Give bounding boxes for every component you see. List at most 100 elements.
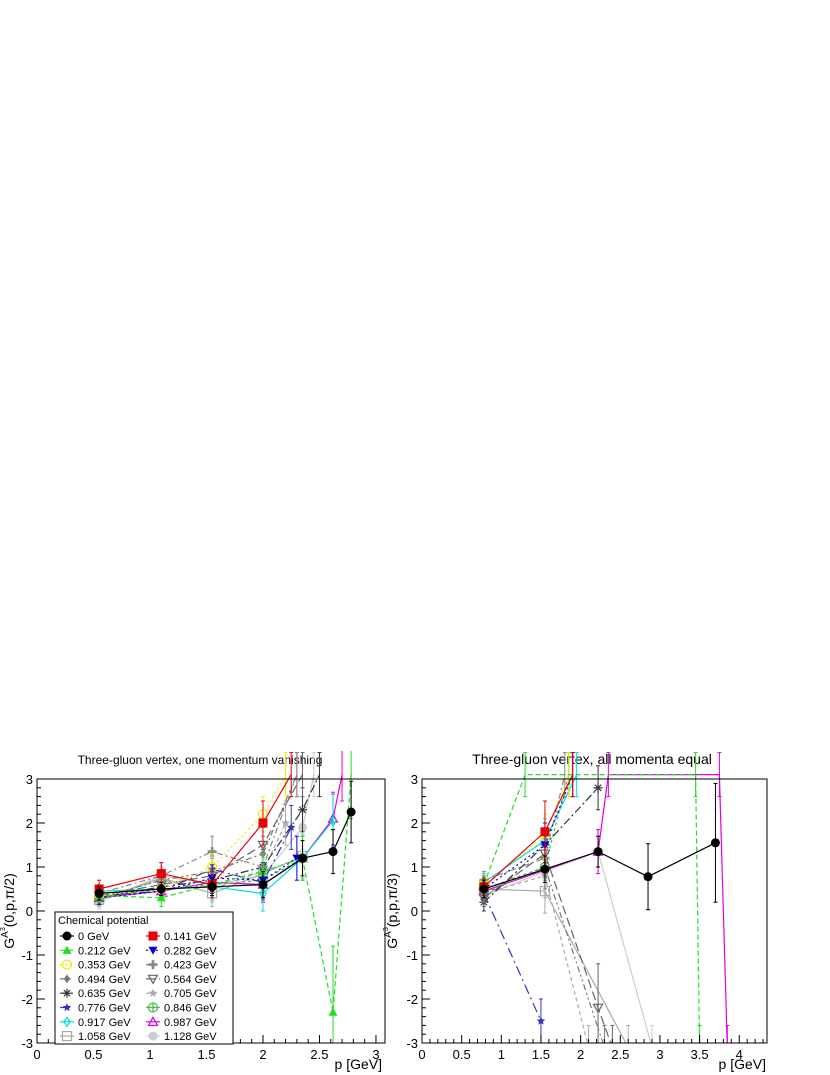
chart-right-title: Three-gluon vertex, all momenta equal <box>472 751 712 767</box>
legend-label: 0.353 GeV <box>78 960 131 972</box>
chart-left-x-tick-label: 2 <box>259 1047 266 1062</box>
chart-right-ylabel-sup: A <box>383 931 394 938</box>
chart-left-point-0-423-gev <box>207 847 217 857</box>
chart-right-series-line-0-353-gev <box>483 774 570 886</box>
legend-title: Chemical potential <box>58 915 149 927</box>
chart-right-series-0-987-gev <box>478 752 730 1043</box>
legend-label: 0 GeV <box>78 931 110 943</box>
chart-right-point-0-gev <box>593 847 603 857</box>
chart-left-point-0-gev <box>298 853 308 863</box>
legend-label: 0.846 GeV <box>164 1003 217 1015</box>
legend-marker <box>147 1002 159 1013</box>
chart-left-y-tick-label: -2 <box>21 992 33 1007</box>
chart-left-series-line-0-776-gev <box>99 827 292 897</box>
chart-right-series-line-1-058-gev <box>483 888 627 1043</box>
legend-item-0-705-gev: 0.705 GeV <box>146 988 217 1000</box>
legend-marker <box>62 988 72 998</box>
chart-left-y-tick-label: -3 <box>21 1036 33 1051</box>
chart-left-x-tick-label: 2.5 <box>310 1047 328 1062</box>
chart-right-x-ticks: 0 0.5 1 1.5 2 2.5 3 3.5 4 <box>418 1035 764 1062</box>
chart-right-point-0-gev <box>540 864 550 874</box>
chart-right-y-ticks: -3 -2 -1 0 1 2 3 <box>406 772 430 1051</box>
chart-right-series-line-0-423-gev <box>483 774 566 881</box>
chart-left-ylabel-supsup: 3 <box>0 927 7 931</box>
legend-label: 1.058 GeV <box>78 1031 131 1043</box>
chart-left-point-0-635-gev <box>298 805 308 815</box>
chart-right-x-tick-label: 1 <box>498 1047 505 1062</box>
legend-label: 0.282 GeV <box>164 945 217 957</box>
legend-item-0-gev: 0 GeV <box>60 931 110 943</box>
legend-item-1-058-gev: 1.058 GeV <box>60 1030 131 1043</box>
chart-left-point-0-917-gev <box>329 815 337 827</box>
chart-left-y-tick-label: 0 <box>26 904 33 919</box>
chart-right-x-tick-label: 3 <box>656 1047 663 1062</box>
legend-items: 0 GeV 0.212 GeV 0.353 GeV 0.494 GeV 0.635 Ge… <box>60 931 217 1043</box>
chart-left-point-0-gev <box>258 880 268 890</box>
legend-item-0-353-gev: 0.353 GeV <box>60 959 131 972</box>
chart-left-ylabel-args: (0,p,π/2) <box>1 873 17 927</box>
chart-left-point-0-gev <box>328 847 338 857</box>
legend-label: 0.917 GeV <box>78 1017 131 1029</box>
chart-right-series-0-212-gev <box>479 752 702 1043</box>
chart-right-series-0-494-gev <box>480 844 607 1043</box>
chart-left-series-line-0-635-gev <box>98 774 321 899</box>
chart-left-ylabel: GA3(0,p,π/2) <box>0 873 17 948</box>
chart-left-series-line-0-423-gev <box>98 774 298 894</box>
chart-right-y-tick-label: 2 <box>411 816 418 831</box>
legend-item-0-212-gev: 0.212 GeV <box>60 945 131 957</box>
chart-left-y-tick-label: 3 <box>26 772 33 787</box>
chart-right-x-tick-label: 0 <box>418 1047 425 1062</box>
legend-label: 0.423 GeV <box>164 960 217 972</box>
chart-left: Three-gluon vertex, one momentum vanishi… <box>0 751 386 1072</box>
chart-left-x-tick-label: 0 <box>33 1047 40 1062</box>
legend-label: 0.635 GeV <box>78 988 131 1000</box>
chart-right-series-line-0-705-gev <box>483 875 589 1043</box>
chart-right-point-0-141-gev <box>540 827 550 837</box>
chart-right-point-0-gev <box>643 872 653 882</box>
chart-right-y-tick-label: 1 <box>411 860 418 875</box>
legend-marker <box>148 946 158 955</box>
chart-left-point-0-gev <box>346 807 356 817</box>
legend-item-0-423-gev: 0.423 GeV <box>146 960 217 972</box>
legend-marker <box>148 988 158 997</box>
chart-right-y-tick-label: -1 <box>406 948 418 963</box>
chart-left-y-ticks: -3 -2 -1 0 1 2 3 <box>21 772 45 1051</box>
chart-right-x-tick-label: 4 <box>736 1047 743 1062</box>
chart-right-x-tick-label: 2.5 <box>611 1047 629 1062</box>
legend-marker <box>148 931 158 941</box>
legend-marker <box>147 974 159 985</box>
legend-marker <box>62 945 72 954</box>
chart-right-point-0-635-gev <box>593 783 603 793</box>
chart-right-series-line-0-141-gev <box>483 774 574 888</box>
chart-left-title: Three-gluon vertex, one momentum vanishi… <box>78 753 323 767</box>
chart-right-y-tick-label: -2 <box>406 992 418 1007</box>
chart-right-series-line-0-987-gev <box>483 773 728 1043</box>
chart-left-x-tick-label: 1 <box>146 1047 153 1062</box>
legend-item-0-564-gev: 0.564 GeV <box>146 974 217 986</box>
legend-marker <box>148 1031 158 1041</box>
legend-marker <box>148 960 158 970</box>
chart-right-x-tick-label: 3.5 <box>691 1047 709 1062</box>
chart-left-point-0-212-gev <box>156 893 166 902</box>
chart-left-series <box>93 751 356 1043</box>
chart-right-series-0-gev <box>479 782 720 911</box>
legend-item-0-987-gev: 0.987 GeV <box>146 1016 217 1029</box>
chart-right-point-0-gev <box>479 884 489 894</box>
chart-right-x-tick-label: 2 <box>577 1047 584 1062</box>
chart-right-series-1-058-gev <box>478 868 631 1043</box>
legend-label: 0.564 GeV <box>164 974 217 986</box>
chart-left-series-line-0-987-gev <box>99 774 343 899</box>
chart-right-series-line-0-564-gev <box>483 852 612 1043</box>
chart-right-ylabel: GA3(p,p,π/3) <box>383 873 400 948</box>
legend-item-0-141-gev: 0.141 GeV <box>146 931 217 943</box>
chart-right-series-line-0-776-gev <box>483 893 542 1022</box>
chart-right-point-0-564-gev <box>592 1003 604 1014</box>
chart-left-y-tick-label: -1 <box>21 948 33 963</box>
chart-right-series <box>478 752 730 1043</box>
legend-marker <box>147 1016 159 1027</box>
chart-right-series-line-0-846-gev <box>483 774 570 890</box>
legend-item-1-128-gev: 1.128 GeV <box>146 1031 217 1043</box>
legend-label: 1.128 GeV <box>164 1031 217 1043</box>
chart-left-x-tick-label: 0.5 <box>84 1047 102 1062</box>
